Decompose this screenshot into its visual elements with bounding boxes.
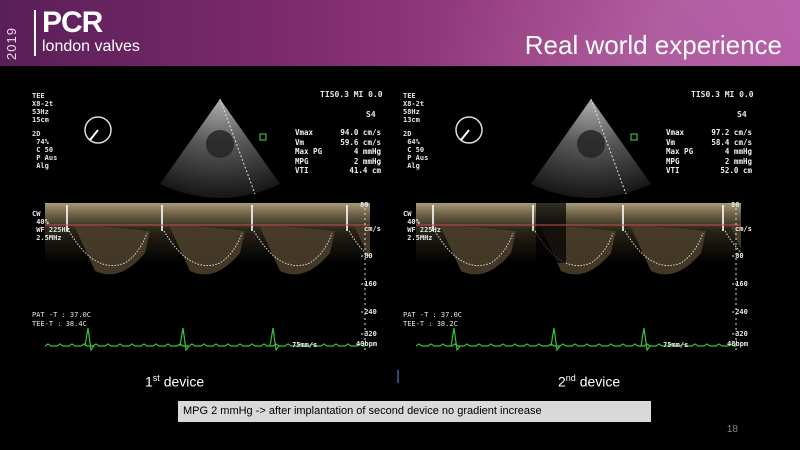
measurement-value: 94.0 cm/s: [340, 128, 381, 137]
slide-header: 2019 PCR london valves Real world experi…: [0, 0, 800, 66]
measurement-row: Vmax 97.2 cm/s: [666, 128, 752, 138]
echo-panel-2: TEE X8-2t 58Hz 13cm 2D 64% C 50 P Aus Alg…: [401, 78, 771, 370]
sweep-speed: 75mm/s: [292, 341, 318, 349]
page-number: 18: [726, 424, 738, 435]
velocity-scale-label: 80: [731, 201, 740, 209]
measurement-table: Vmax 97.2 cm/s Vm 58.4 cm/s Max PG 4 mmHg MPG 2…: [666, 128, 752, 176]
tis-mi-readout: TIS0.3 MI 0.0: [691, 90, 754, 99]
measurement-row: Vm 59.6 cm/s: [295, 138, 381, 148]
ecg-trace: [416, 327, 736, 352]
measurement-key: Vm: [666, 137, 676, 147]
heart-rate: 49bpm: [356, 340, 378, 348]
measurement-row: VTI 41.4 cm: [295, 166, 381, 176]
caption-box: MPG 2 mmHg -> after implantation of seco…: [178, 401, 651, 422]
velocity-scale-label: -320: [731, 330, 748, 338]
header-decoration: [440, 0, 800, 66]
s4-label: S4: [737, 110, 747, 119]
measurement-value: 2 mmHg: [724, 156, 752, 166]
sweep-speed: 75mm/s: [663, 341, 689, 349]
measurement-key: MPG: [295, 156, 309, 166]
velocity-scale-label: cm/s: [735, 225, 752, 233]
measurement-table: Vmax 94.0 cm/s Vm 59.6 cm/s Max PG 4 mmHg MPG 2…: [295, 128, 381, 176]
velocity-scale-label: cm/s: [364, 225, 381, 233]
logo-divider: [34, 10, 36, 56]
probe-angle-icon: [84, 116, 112, 144]
measurement-key: VTI: [666, 166, 680, 175]
velocity-scale-label: -240: [360, 308, 377, 316]
velocity-scale-label: 80: [360, 201, 369, 209]
measurement-row: Max PG 4 mmHg: [295, 147, 381, 157]
measurement-key: Vmax: [295, 128, 314, 137]
velocity-scale-label: -80: [731, 252, 744, 260]
velocity-scale-label: -240: [731, 308, 748, 316]
tee-2d-image: [531, 98, 651, 198]
logo-subtitle: london valves: [42, 38, 140, 55]
device-label-1: 1st device: [145, 373, 205, 390]
slide-title: Real world experience: [524, 30, 782, 60]
cw-settings: CW 40% WF 225Hz 2.5MHz: [403, 210, 441, 242]
doppler-spectrum: [45, 203, 370, 353]
mode-2d-settings: 2D 64% C 50 P Aus Alg: [403, 130, 429, 170]
measurement-key: VTI: [295, 166, 309, 175]
temperature-readout: PAT -T : 37.0C TEE-T : 38.4C: [32, 311, 92, 328]
measurement-value: 2 mmHg: [353, 156, 381, 166]
velocity-scale-label: -80: [360, 252, 373, 260]
cw-settings: CW 40% WF 225Hz 2.5MHz: [32, 210, 70, 242]
logo-pcr: PCR: [42, 6, 103, 39]
measurement-row: Vm 58.4 cm/s: [666, 138, 752, 148]
measurement-value: 59.6 cm/s: [340, 137, 381, 147]
measurement-row: MPG 2 mmHg: [295, 157, 381, 167]
probe-angle-icon: [455, 116, 483, 144]
echo-panel-1: TEE X8-2t 53Hz 15cm 2D 74% C 50 P Aus Alg…: [30, 78, 400, 370]
ecg-trace: [45, 327, 365, 352]
year-label: 2019: [4, 27, 19, 60]
temperature-readout: PAT -T : 37.0C TEE-T : 38.2C: [403, 311, 463, 328]
measurement-row: VTI 52.0 cm: [666, 166, 752, 176]
measurement-value: 58.4 cm/s: [711, 137, 752, 147]
measurement-value: 52.0 cm: [720, 166, 752, 175]
velocity-scale-label: -320: [360, 330, 377, 338]
measurement-value: 4 mmHg: [353, 147, 381, 156]
device-label-2: 2nd device: [558, 373, 621, 390]
measurement-key: Max PG: [295, 147, 323, 156]
mode-settings: TEE X8-2t 58Hz 13cm: [403, 92, 425, 124]
doppler-spectrum: [416, 203, 741, 353]
mode-settings: TEE X8-2t 53Hz 15cm: [32, 92, 54, 124]
measurement-row: Vmax 94.0 cm/s: [295, 128, 381, 138]
measurement-value: 4 mmHg: [724, 147, 752, 156]
measurement-row: Max PG 4 mmHg: [666, 147, 752, 157]
measurement-key: Vmax: [666, 128, 685, 137]
measurement-key: Max PG: [666, 147, 694, 156]
measurement-value: 41.4 cm: [349, 166, 381, 175]
heart-rate: 48bpm: [727, 340, 749, 348]
measurement-key: MPG: [666, 156, 680, 166]
measurement-value: 97.2 cm/s: [711, 128, 752, 137]
s4-label: S4: [366, 110, 376, 119]
velocity-scale-label: -160: [360, 280, 377, 288]
tee-2d-image: [160, 98, 280, 198]
velocity-scale-label: -160: [731, 280, 748, 288]
mode-2d-settings: 2D 74% C 50 P Aus Alg: [32, 130, 58, 170]
measurement-row: MPG 2 mmHg: [666, 157, 752, 167]
tis-mi-readout: TIS0.3 MI 0.0: [320, 90, 383, 99]
measurement-key: Vm: [295, 137, 305, 147]
